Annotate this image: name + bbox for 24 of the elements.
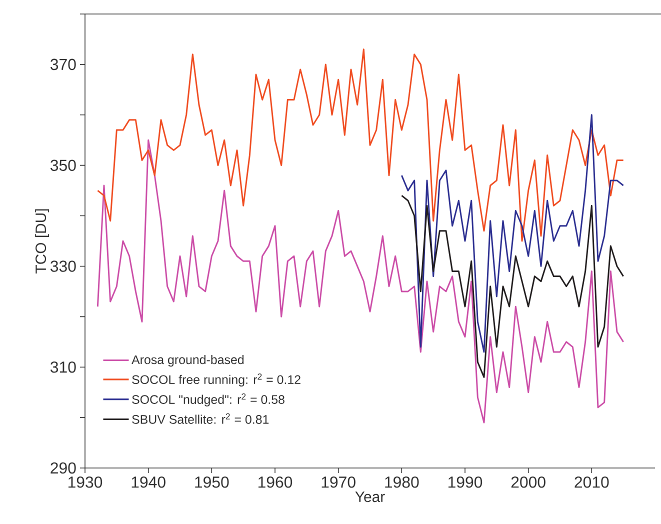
line-series: [400, 194, 624, 378]
x-tick-label: 1970: [322, 476, 356, 488]
x-tick-label: 2000: [511, 476, 546, 488]
x-tick-label: 1940: [132, 476, 166, 488]
legend-label: SOCOL free running: r$^{2}$ = 0.12: [132, 373, 300, 386]
y-tick-label: 330: [50, 260, 76, 272]
x-tick-label: 1990: [448, 476, 482, 488]
legend-label: Arosa ground-based: [132, 354, 244, 367]
y-tick-label: 290: [50, 462, 76, 474]
line-series: [400, 114, 624, 353]
legend-label: SOCOL "nudged": r$^{2}$ = 0.58: [132, 393, 284, 406]
y-tick-label: 350: [50, 160, 76, 171]
x-tick-label: 1950: [195, 476, 229, 488]
x-axis-title: Year: [355, 492, 385, 502]
y-tick-label: 310: [50, 361, 76, 373]
x-tick-label: 2010: [574, 476, 609, 488]
x-tick-label: 1980: [385, 476, 419, 488]
y-axis-title: TCO [DU]: [35, 209, 50, 274]
x-tick-label: 1930: [68, 476, 102, 488]
legend-label: SBUV Satellite: r$^{2}$ = 0.81: [132, 413, 269, 424]
y-tick-label: 370: [50, 58, 76, 70]
line-series: [96, 139, 624, 424]
x-tick-label: 1960: [258, 476, 292, 488]
line-series: [96, 48, 624, 242]
